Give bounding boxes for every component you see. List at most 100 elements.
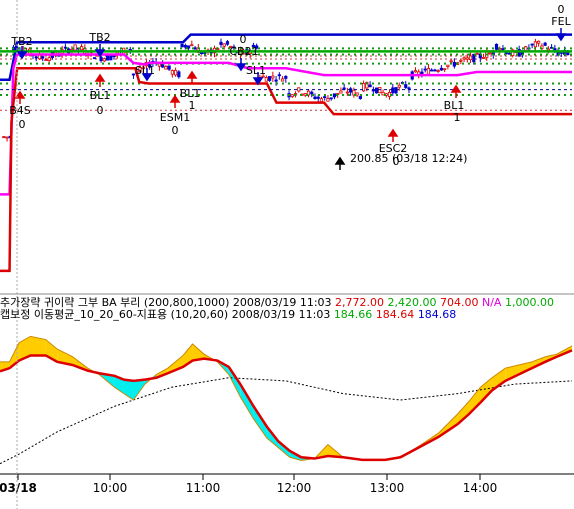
candle-body: [251, 44, 255, 48]
candle-body: [73, 44, 77, 51]
candle-body: [297, 87, 301, 92]
candle-body: [274, 79, 278, 82]
signal-label: BL1: [180, 87, 201, 100]
signal-label: BL1: [444, 99, 465, 112]
candle-body: [34, 56, 38, 59]
candle-body: [462, 57, 466, 60]
candle-body: [543, 42, 547, 46]
candle-body: [517, 49, 521, 57]
candle-body: [459, 60, 463, 62]
candle-body: [436, 70, 440, 72]
signal-arrow: [235, 58, 247, 72]
candle-body: [391, 87, 395, 94]
spread-fill: [457, 401, 470, 425]
spread-fill: [0, 361, 10, 372]
candle-body: [255, 45, 259, 49]
price-level-line: [0, 33, 572, 81]
axis-tick-label: 13:00: [370, 481, 405, 495]
signal-label: 0: [97, 104, 104, 117]
candle-body: [193, 47, 197, 50]
candle-body: [352, 89, 356, 96]
spread-fill: [167, 355, 184, 374]
candle-body: [394, 87, 398, 94]
spread-fill: [518, 361, 532, 375]
candle-body: [342, 87, 346, 90]
spread-fill: [72, 356, 88, 371]
spread-fill: [133, 379, 145, 400]
candle-body: [494, 43, 499, 50]
candle-body: [430, 69, 434, 72]
candle-body: [109, 55, 113, 61]
spread-fill: [19, 336, 31, 361]
spread-fill: [253, 406, 267, 439]
signal-arrow: [94, 44, 106, 58]
candle-body: [268, 76, 272, 81]
candle-body: [426, 68, 431, 75]
candle-body: [488, 52, 492, 55]
spread-fill: [114, 375, 124, 394]
signal-arrow: [169, 94, 181, 108]
candle-body: [170, 70, 174, 75]
candle-body: [323, 96, 327, 99]
candle-body: [433, 69, 437, 72]
candle-body: [439, 67, 443, 71]
candle-body: [316, 96, 320, 99]
candle-body: [277, 74, 281, 77]
signal-arrow: [252, 72, 264, 86]
candle-body: [47, 57, 51, 61]
candle-body: [186, 45, 191, 49]
time-axis: 03/18 10:00 11:00 12:00 13:00 14:00: [0, 473, 574, 495]
spread-fill: [480, 377, 492, 403]
candle-body: [501, 48, 505, 50]
candle-body: [157, 63, 161, 67]
signal-arrow: [334, 156, 346, 170]
candle-body: [141, 66, 145, 70]
candle-body: [261, 75, 265, 78]
signal-label: 0: [240, 33, 247, 46]
price-level-line: [0, 53, 572, 196]
spread-fill: [438, 414, 458, 437]
candle-body: [44, 59, 48, 62]
candle-body: [465, 57, 469, 60]
candle-body: [332, 93, 337, 98]
candle-body: [475, 52, 479, 55]
signal-label: 0: [19, 118, 26, 131]
spread-fill: [192, 344, 205, 361]
spread-fill: [505, 365, 519, 381]
candle-body: [92, 57, 97, 60]
signal-arrow: [186, 70, 198, 84]
candle-body: [190, 44, 194, 47]
candle-body: [225, 41, 230, 45]
signal-label: 1: [454, 111, 461, 124]
candle-body: [290, 94, 294, 97]
candle-body: [339, 90, 343, 94]
axis-tick-label: 03/18: [0, 481, 37, 495]
price-panel: TB2 TB2B4S0BL10SL1ESM10BL110CB21SL1ESC20B…: [0, 3, 574, 273]
indicator-panel: [0, 335, 573, 465]
candle-body: [468, 55, 473, 61]
axis-tick-label: 11:00: [186, 481, 221, 495]
signal-arrow: [141, 68, 153, 82]
candle-body: [381, 91, 385, 96]
candle-body: [183, 45, 187, 48]
candle-body: [180, 43, 184, 48]
candle-body: [5, 136, 9, 139]
candle-body: [413, 70, 418, 73]
candle-body: [131, 73, 136, 76]
signal-label: 200.85 (03/18 12:24): [350, 152, 467, 165]
signal-label: ESC2: [379, 142, 408, 155]
candle-body: [99, 56, 103, 62]
signal-arrow: [450, 84, 462, 98]
signal-arrow: [555, 28, 567, 42]
candle-body: [167, 65, 171, 70]
spread-fill: [469, 387, 481, 414]
spread-fill: [228, 366, 241, 397]
signal-arrow: [387, 128, 399, 142]
candle-body: [530, 43, 534, 46]
candle-body: [280, 78, 285, 82]
signal-arrow: [16, 46, 28, 60]
signal-label: 0: [558, 3, 565, 16]
signal-label: ESM1: [160, 111, 190, 124]
signal-label: TB2: [10, 35, 32, 48]
